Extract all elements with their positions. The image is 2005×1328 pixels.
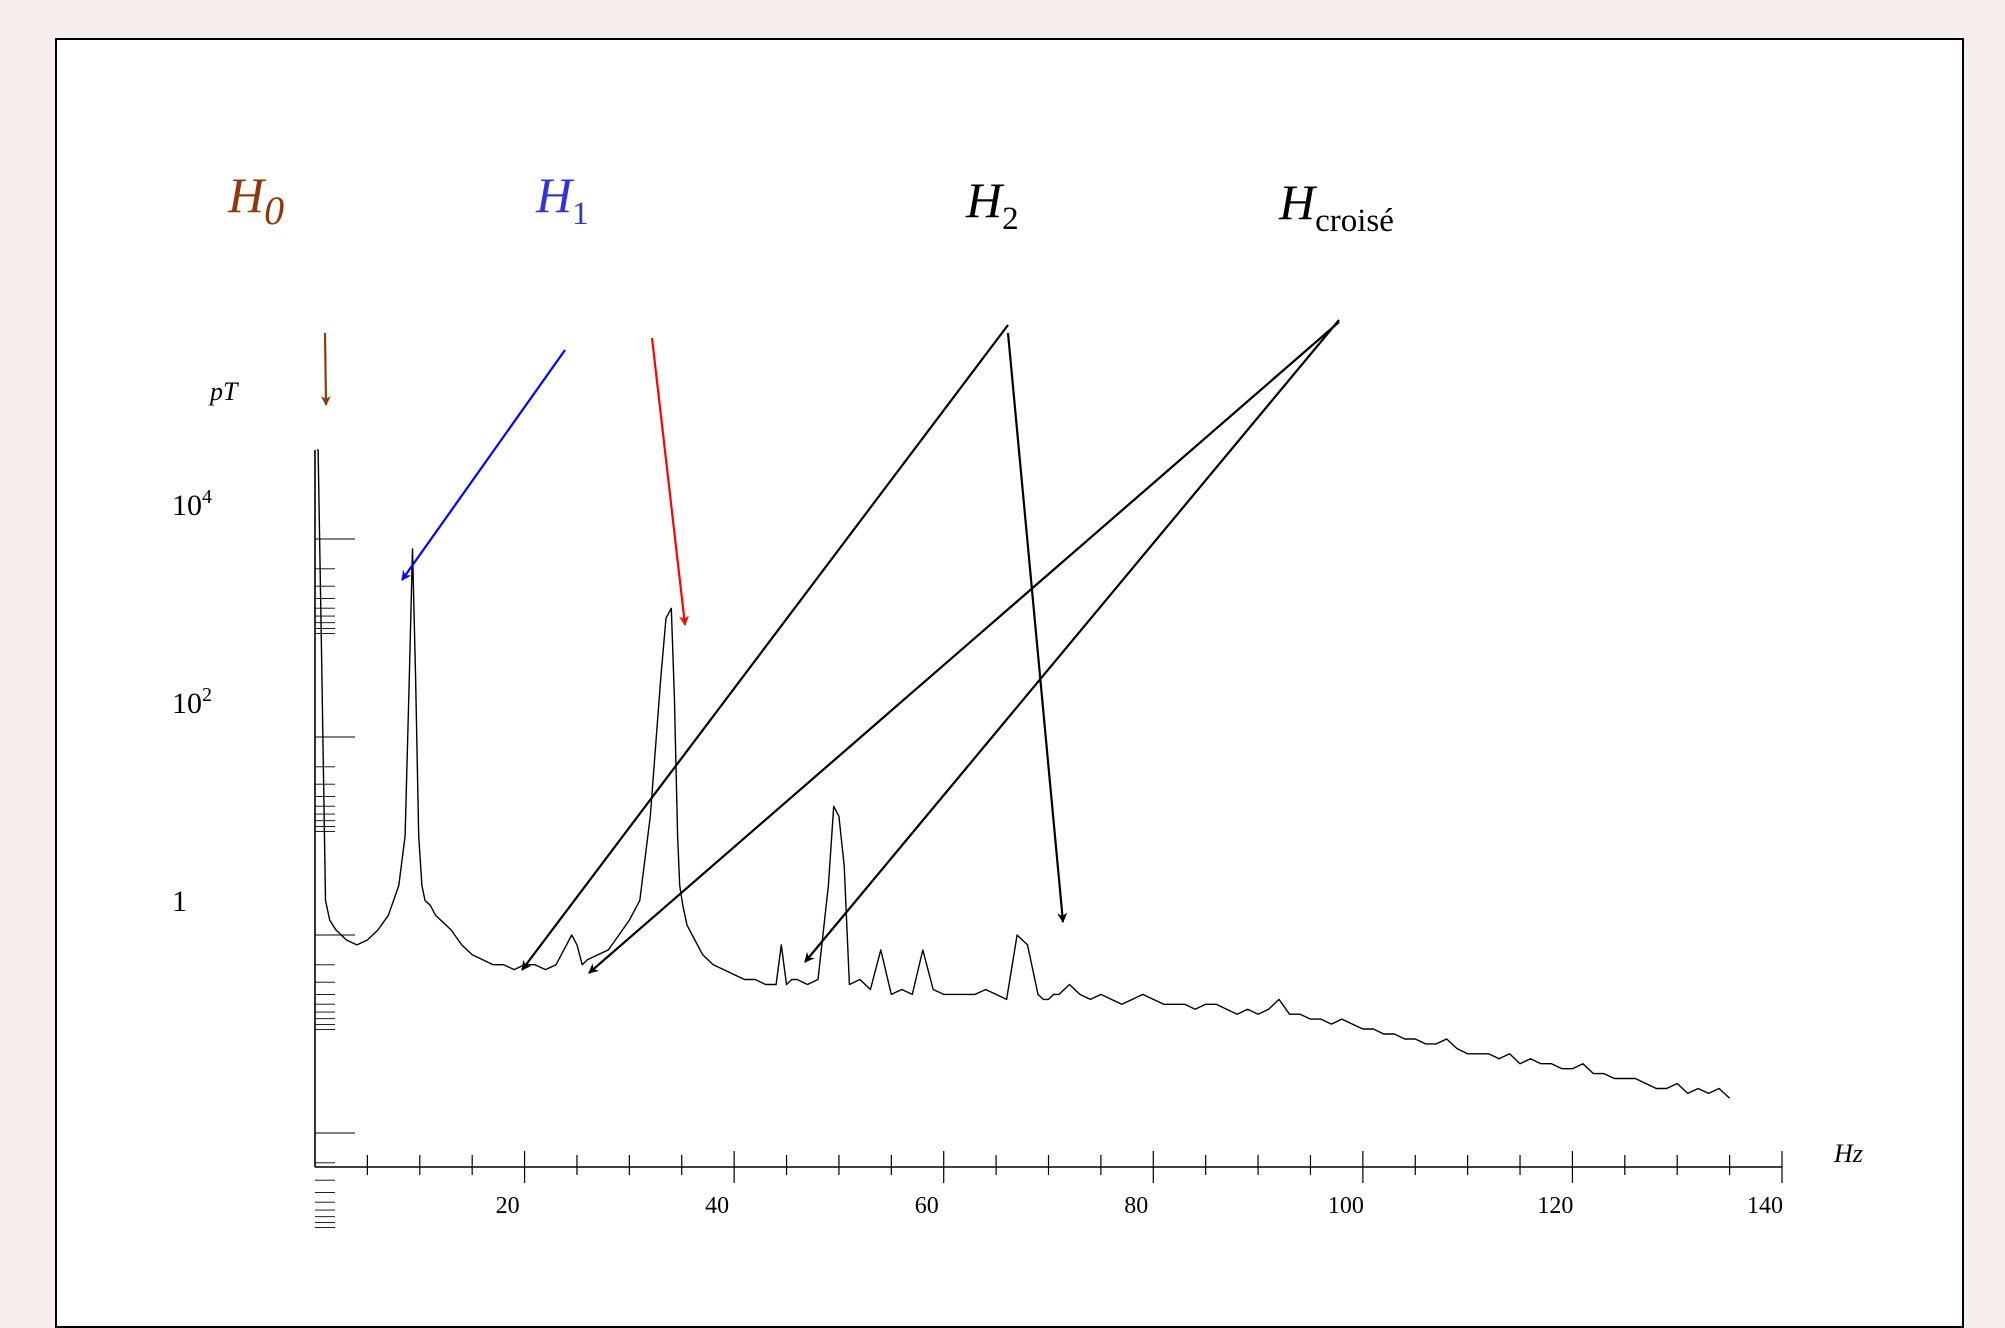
x-tick-label: 100 [1328,1193,1364,1219]
x-tick-label: 80 [1124,1193,1148,1219]
x-axis-label: Hz [1833,1139,1863,1168]
annotation-arrow [320,332,331,406]
annotation-arrow [804,319,1340,963]
annotation-label: H1 [535,167,589,232]
x-tick-label: 120 [1537,1193,1573,1219]
annotation-label: Hcroisé [1278,174,1394,239]
x-tick-label: 40 [705,1193,729,1219]
annotation-arrow [1006,332,1068,923]
annotation-arrow [401,349,566,581]
annotation-arrow [588,321,1340,974]
y-tick-label: 104 [172,486,212,522]
x-tick-label: 60 [915,1193,939,1219]
y-axis-ticks: 1 102 104 [172,486,355,1228]
x-tick-label: 20 [496,1193,520,1219]
annotation-arrow [650,337,689,626]
x-tick-label: 140 [1747,1193,1783,1219]
annotation-label: H0 [227,167,284,233]
annotation-labels: H0 H1 H2 Hcroisé [227,167,1394,239]
y-tick-label: 1 [172,885,187,918]
y-axis-label: pT [208,377,239,406]
axes [314,450,1782,1168]
x-axis-ticks: 20 40 60 80 100 120 140 [366,1151,1783,1219]
y-tick-label: 102 [172,684,212,720]
spectrum-series-line [317,449,1731,1099]
series-group [317,449,1731,1099]
annotation-label: H2 [965,172,1019,237]
annotation-arrow [521,324,1009,971]
chart-frame [55,38,1964,1328]
annotation-arrows [320,319,1340,974]
